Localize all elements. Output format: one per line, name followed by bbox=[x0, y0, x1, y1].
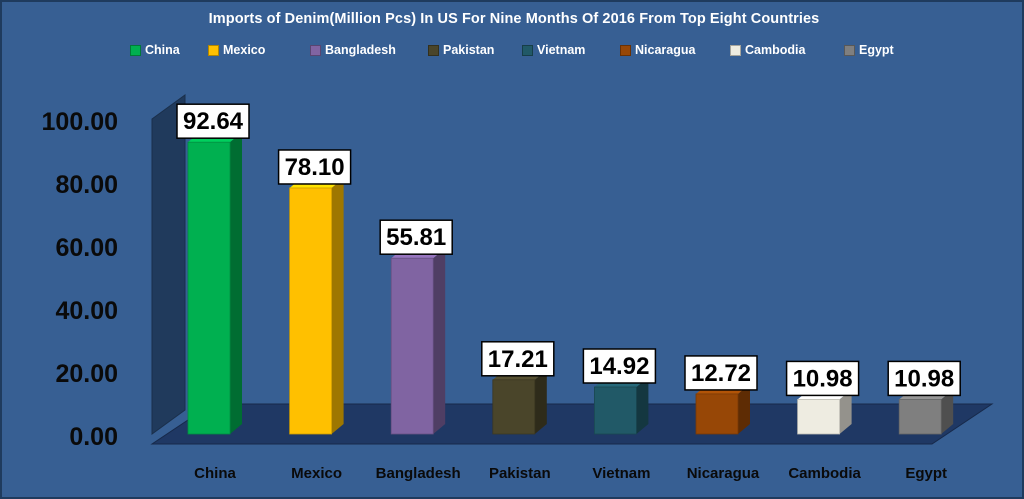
data-label-box bbox=[887, 360, 961, 397]
legend-swatch bbox=[844, 44, 855, 56]
bar bbox=[492, 379, 536, 435]
data-label: 55.81 bbox=[386, 224, 446, 251]
bar bbox=[289, 187, 333, 435]
data-label: 10.98 bbox=[894, 365, 954, 392]
legend-swatch bbox=[130, 44, 141, 56]
x-tick-label: Egypt bbox=[905, 465, 947, 482]
legend-item: Vietnam bbox=[522, 43, 585, 57]
legend-label: Mexico bbox=[223, 43, 266, 57]
data-label-box bbox=[582, 348, 657, 384]
x-tick-label: Nicaragua bbox=[687, 465, 760, 482]
x-tick-label: Bangladesh bbox=[376, 465, 461, 482]
bar-side bbox=[331, 177, 344, 435]
side-wall bbox=[151, 94, 186, 435]
bar-side bbox=[534, 369, 547, 434]
x-tick-label: Vietnam bbox=[592, 465, 650, 482]
bar-side bbox=[636, 377, 649, 434]
bar-side bbox=[941, 389, 954, 434]
legend-item: Mexico bbox=[208, 43, 265, 57]
y-tick-label: 80.00 bbox=[55, 171, 118, 199]
bar-side bbox=[230, 132, 242, 434]
x-tick-label: Mexico bbox=[291, 465, 342, 482]
legend-swatch bbox=[620, 44, 631, 56]
legend-item: Nicaragua bbox=[620, 43, 695, 57]
legend-label: Vietnam bbox=[537, 43, 586, 57]
data-label-box bbox=[176, 103, 250, 139]
legend-label: Egypt bbox=[859, 43, 894, 57]
legend-item: Egypt bbox=[844, 43, 894, 57]
bar-side bbox=[839, 389, 852, 434]
y-tick-label: 0.00 bbox=[69, 423, 118, 451]
bar-side bbox=[433, 248, 446, 434]
legend-swatch bbox=[522, 44, 533, 56]
bar bbox=[594, 386, 637, 435]
y-tick-label: 40.00 bbox=[55, 297, 118, 325]
legend-label: China bbox=[145, 43, 180, 57]
x-tick-label: Pakistan bbox=[489, 465, 551, 482]
legend-item: Cambodia bbox=[730, 43, 805, 57]
legend-item: Pakistan bbox=[428, 43, 494, 57]
data-label: 12.72 bbox=[691, 360, 751, 387]
legend-label: Cambodia bbox=[745, 43, 806, 57]
data-label-box bbox=[481, 341, 555, 377]
legend-label: Bangladesh bbox=[325, 43, 396, 57]
x-tick-label: China bbox=[194, 465, 236, 482]
data-label: 92.64 bbox=[183, 108, 244, 135]
bar bbox=[390, 257, 434, 435]
legend-item: China bbox=[130, 43, 180, 57]
floor bbox=[150, 403, 994, 445]
chart-title: Imports of Denim(Million Pcs) In US For … bbox=[208, 11, 820, 27]
legend-swatch bbox=[428, 44, 439, 56]
y-tick-label: 20.00 bbox=[55, 360, 118, 388]
bar bbox=[797, 399, 840, 435]
legend-item: Bangladesh bbox=[310, 43, 396, 57]
x-tick-label: Cambodia bbox=[788, 465, 861, 482]
bar-side bbox=[738, 383, 750, 434]
legend-swatch bbox=[730, 44, 741, 56]
data-label-box bbox=[379, 219, 453, 255]
data-label: 10.98 bbox=[793, 365, 853, 392]
data-label-box bbox=[684, 355, 758, 391]
legend-label: Pakistan bbox=[443, 43, 495, 57]
bar bbox=[187, 141, 231, 435]
legend-label: Nicaragua bbox=[635, 43, 696, 57]
legend-swatch bbox=[208, 44, 219, 56]
bar bbox=[898, 399, 942, 435]
data-label: 17.21 bbox=[488, 346, 548, 373]
data-label: 14.92 bbox=[589, 353, 649, 380]
y-tick-label: 100.00 bbox=[42, 108, 118, 136]
legend-swatch bbox=[310, 44, 321, 56]
data-label-box bbox=[785, 360, 860, 397]
bar bbox=[695, 393, 739, 435]
data-label-box bbox=[277, 149, 352, 185]
data-label: 78.10 bbox=[285, 154, 345, 181]
y-tick-label: 60.00 bbox=[55, 234, 118, 262]
